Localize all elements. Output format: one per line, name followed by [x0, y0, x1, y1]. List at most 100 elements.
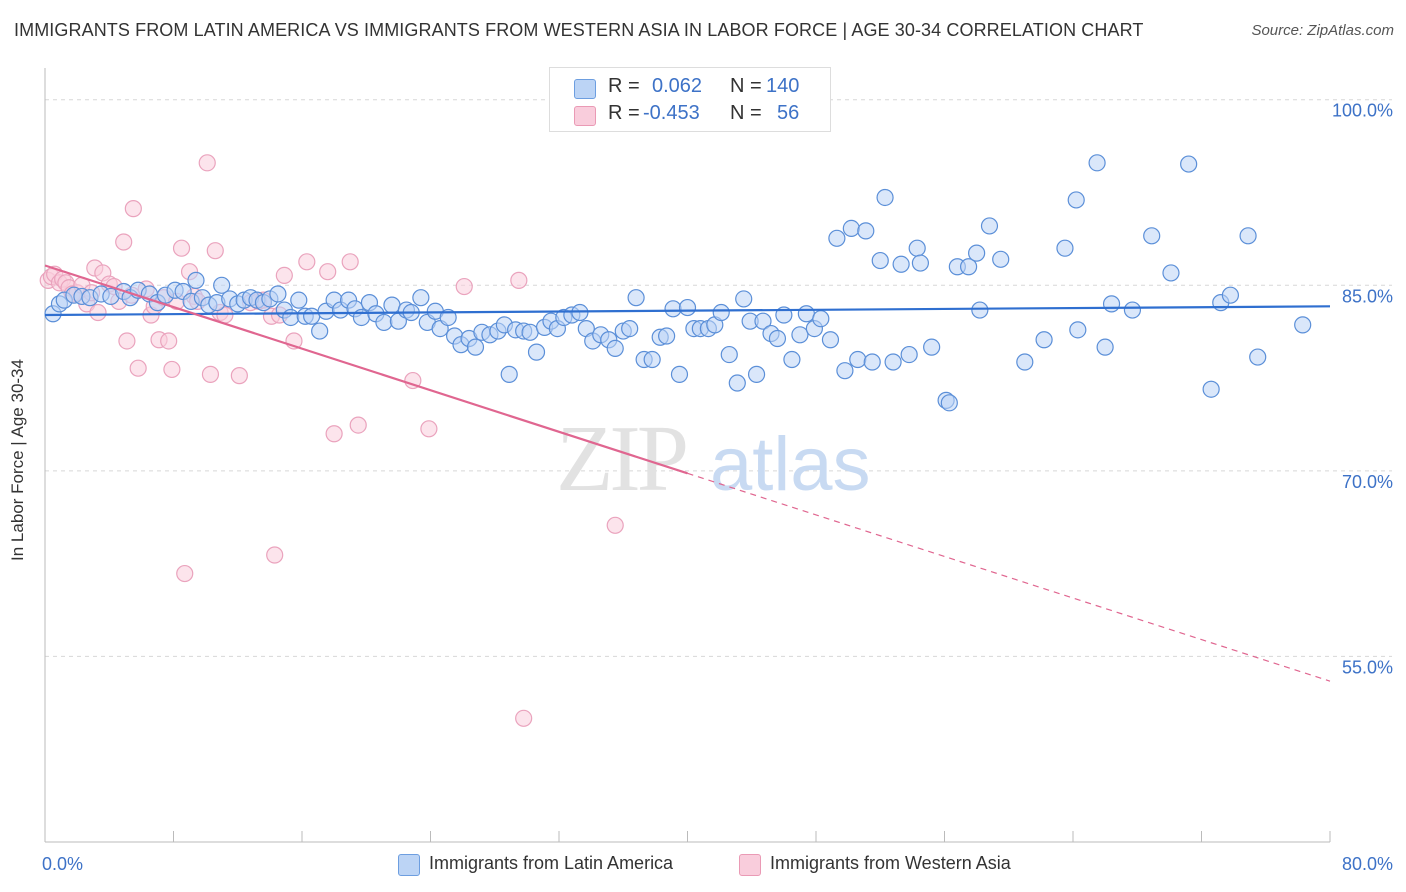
r-value: -0.453 [643, 102, 700, 124]
r-label: R = [608, 75, 640, 97]
data-point-western-asia [325, 425, 343, 443]
data-point-latin-america [1067, 191, 1085, 209]
data-point-latin-america [884, 353, 902, 371]
stats-row-western-asia: R = -0.453 N = 56 [550, 102, 830, 130]
data-point-latin-america [1239, 227, 1257, 245]
data-point-latin-america [959, 258, 978, 276]
data-point-latin-america [187, 271, 205, 289]
data-point-western-asia [201, 365, 220, 383]
data-point-latin-america [1102, 295, 1121, 313]
n-label: N = [730, 75, 762, 97]
data-point-western-asia [266, 546, 284, 564]
data-point-western-asia [230, 367, 248, 385]
data-point-western-asia [349, 416, 367, 434]
data-point-latin-america [836, 362, 854, 380]
data-point-latin-america [439, 308, 457, 327]
y-axis-label: In Labor Force | Age 30-34 [8, 359, 27, 561]
y-tick-labels: 100.0% 85.0% 70.0% 55.0% [1332, 101, 1393, 678]
data-point-latin-america [1088, 154, 1106, 172]
data-point-latin-america [1035, 331, 1053, 349]
data-point-latin-america [1123, 301, 1142, 319]
data-point-latin-america [311, 322, 329, 340]
legend-label: Immigrants from Latin America [429, 853, 674, 873]
data-point-western-asia [124, 200, 142, 218]
data-point-latin-america [1069, 321, 1087, 339]
data-point-western-asia [515, 709, 533, 727]
trend-lines [44, 264, 1331, 682]
y-tick-label: 70.0% [1342, 472, 1393, 492]
data-point-latin-america [876, 188, 894, 207]
watermark-zip: ZIP [556, 407, 686, 511]
data-point-latin-america [1016, 353, 1034, 371]
data-point-latin-america [658, 327, 676, 345]
series-latin-america-points [44, 154, 1312, 412]
axes [44, 68, 1331, 843]
trend-line-western-asia-extrapolated [687, 472, 1331, 682]
data-point-latin-america [527, 343, 546, 361]
data-point-latin-america [1096, 338, 1114, 356]
data-point-western-asia [118, 332, 136, 350]
data-point-latin-america [213, 276, 231, 294]
data-point-western-asia [172, 239, 191, 257]
latin-america-swatch [574, 79, 596, 99]
data-point-latin-america [670, 365, 689, 383]
data-point-latin-america [1249, 348, 1267, 366]
x-tick-label: 0.0% [42, 854, 83, 874]
data-point-latin-america [797, 305, 815, 323]
data-point-western-asia [198, 154, 216, 172]
y-tick-label: 100.0% [1332, 101, 1393, 121]
n-label: N = [730, 102, 762, 124]
data-point-western-asia [275, 266, 293, 285]
data-point-latin-america [863, 353, 881, 371]
data-point-latin-america [375, 313, 393, 332]
data-point-latin-america [1294, 316, 1312, 334]
legend-swatch-latin-america [398, 854, 420, 876]
data-point-latin-america [728, 374, 746, 392]
data-point-latin-america [791, 326, 809, 344]
data-point-latin-america [1221, 286, 1240, 304]
trend-line-western-asia [44, 264, 688, 475]
source-credit: Source: ZipAtlas.com [1251, 22, 1394, 39]
data-point-latin-america [606, 339, 624, 357]
data-point-latin-america [664, 300, 682, 318]
data-point-latin-america [678, 298, 697, 317]
data-point-latin-america [412, 289, 430, 307]
x-tick-labels: 0.0% 80.0% [42, 854, 1393, 874]
data-point-latin-america [857, 222, 875, 240]
data-point-western-asia [455, 277, 473, 296]
chart-title: IMMIGRANTS FROM LATIN AMERICA VS IMMIGRA… [14, 20, 1144, 40]
legend-swatch-western-asia [739, 854, 761, 876]
data-point-latin-america [627, 289, 645, 307]
data-point-latin-america [466, 338, 485, 356]
n-value: 140 [766, 75, 800, 97]
data-point-latin-america [282, 308, 300, 327]
data-point-latin-america [720, 345, 738, 364]
data-point-latin-america [303, 307, 321, 325]
data-point-latin-america [923, 338, 941, 356]
legend-label: Immigrants from Western Asia [770, 853, 1011, 873]
data-point-latin-america [812, 310, 830, 328]
data-point-latin-america [992, 250, 1010, 268]
data-point-western-asia [319, 263, 337, 281]
data-point-western-asia [160, 332, 178, 350]
watermark: ZIP atlas [556, 407, 871, 511]
data-point-latin-america [1056, 239, 1074, 257]
data-point-latin-america [900, 345, 918, 364]
trend-line-latin-america [44, 305, 1331, 317]
x-tick-label: 80.0% [1342, 854, 1393, 874]
data-point-latin-america [828, 229, 846, 247]
data-point-western-asia [404, 371, 422, 390]
data-point-latin-america [1143, 227, 1161, 245]
data-point-latin-america [908, 239, 926, 257]
series-western-asia-points [39, 154, 624, 727]
data-point-latin-america [712, 303, 730, 322]
data-point-western-asia [176, 564, 194, 583]
data-point-latin-america [521, 323, 539, 341]
data-point-latin-america [269, 285, 287, 303]
data-point-latin-america [643, 350, 661, 369]
stats-row-latin-america: R = 0.062 N = 140 [550, 75, 830, 103]
data-point-latin-america [754, 312, 772, 330]
data-point-latin-america [290, 291, 308, 309]
data-point-latin-america [940, 394, 958, 412]
